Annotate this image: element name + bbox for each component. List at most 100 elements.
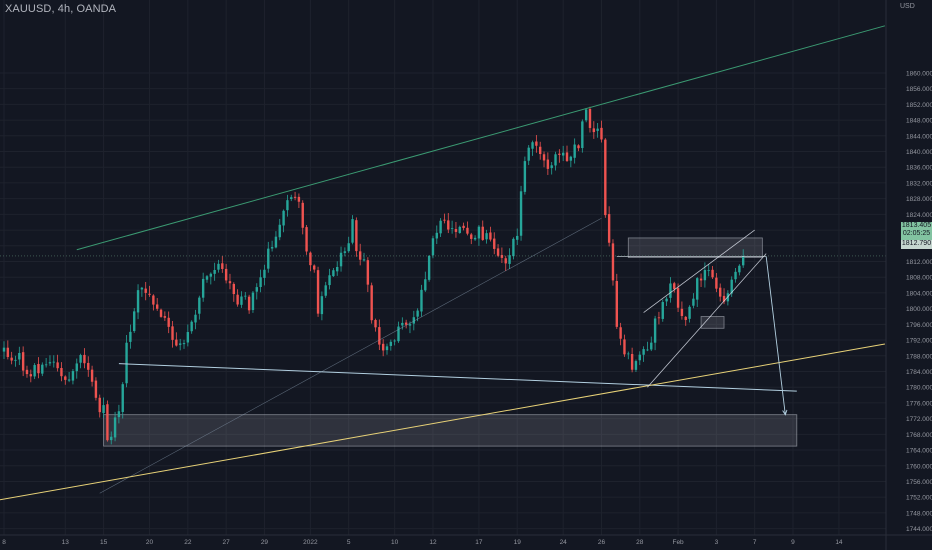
last-price-value: 1813.405 bbox=[901, 222, 932, 229]
long-support bbox=[0, 343, 885, 501]
candle-body bbox=[255, 287, 258, 292]
candle bbox=[577, 144, 580, 152]
candle-body bbox=[267, 248, 270, 269]
candle bbox=[228, 273, 232, 290]
candle-body bbox=[542, 154, 546, 161]
mid-channel bbox=[99, 218, 602, 494]
candle-body bbox=[117, 411, 121, 418]
price-tick-label: 1744.000 bbox=[906, 526, 932, 533]
candle bbox=[424, 271, 427, 292]
price-tick-label: 1756.000 bbox=[906, 479, 932, 486]
candle bbox=[366, 257, 370, 293]
candle-body bbox=[71, 371, 75, 381]
candle-body bbox=[313, 265, 316, 270]
candle bbox=[25, 365, 29, 378]
candle bbox=[592, 121, 596, 139]
candle bbox=[113, 411, 117, 442]
candle bbox=[332, 267, 335, 277]
candle-body bbox=[90, 369, 94, 382]
candle-body bbox=[228, 281, 232, 284]
candle bbox=[573, 138, 576, 164]
drawings[interactable] bbox=[0, 25, 886, 501]
candle bbox=[221, 256, 224, 273]
candle bbox=[293, 191, 297, 201]
time-tick-label: 2022 bbox=[303, 539, 318, 546]
candle bbox=[711, 265, 714, 280]
candle bbox=[535, 135, 538, 153]
candle bbox=[167, 311, 170, 334]
candle-body bbox=[531, 142, 534, 149]
price-tick-label: 1780.000 bbox=[906, 385, 932, 392]
candle-body bbox=[79, 355, 82, 363]
candle bbox=[665, 296, 668, 307]
candle bbox=[680, 301, 684, 320]
candle-body bbox=[106, 404, 109, 441]
candle-body bbox=[477, 226, 481, 239]
candle bbox=[676, 283, 680, 313]
candle bbox=[447, 213, 450, 234]
candle-body bbox=[328, 275, 331, 286]
rising-wedge-line-2 bbox=[647, 253, 767, 388]
candle bbox=[450, 220, 454, 234]
price-tick-label: 1812.000 bbox=[906, 259, 932, 266]
candle-body bbox=[447, 220, 450, 230]
candle-body bbox=[236, 294, 239, 305]
candle-body bbox=[293, 196, 297, 198]
time-tick-label: 3 bbox=[715, 539, 719, 546]
candle bbox=[144, 281, 147, 301]
candle-body bbox=[427, 255, 431, 280]
candle-body bbox=[420, 289, 423, 312]
candle bbox=[87, 356, 90, 377]
candle bbox=[129, 324, 132, 349]
projection-arrow bbox=[765, 256, 786, 415]
candle bbox=[738, 264, 741, 276]
candle bbox=[18, 346, 21, 366]
candle bbox=[56, 354, 59, 372]
candle-body bbox=[358, 251, 362, 260]
candle-body bbox=[64, 376, 67, 380]
candle bbox=[351, 215, 354, 245]
candle-body bbox=[351, 219, 354, 243]
candle bbox=[385, 343, 389, 355]
candle bbox=[581, 119, 584, 153]
candle-body bbox=[366, 260, 370, 285]
time-tick-label: 8 bbox=[2, 539, 6, 546]
candle-body bbox=[412, 317, 416, 324]
time-tick-label: 29 bbox=[261, 539, 269, 546]
price-tick-label: 1784.000 bbox=[906, 369, 932, 376]
candle-body bbox=[401, 322, 404, 326]
candle bbox=[290, 194, 293, 202]
candle bbox=[328, 268, 331, 290]
candle-body bbox=[573, 144, 576, 158]
candle bbox=[661, 299, 664, 322]
price-tick-label: 1832.000 bbox=[906, 180, 932, 187]
candle bbox=[431, 235, 435, 259]
candle bbox=[121, 382, 124, 419]
candle-body bbox=[416, 310, 419, 317]
candle bbox=[362, 252, 366, 262]
candle bbox=[607, 206, 611, 247]
candle bbox=[393, 339, 396, 346]
candle-body bbox=[519, 191, 523, 236]
candle-body bbox=[493, 238, 496, 249]
candle bbox=[508, 248, 511, 269]
candle-body bbox=[673, 283, 676, 289]
candle-body bbox=[56, 362, 59, 369]
candle-body bbox=[596, 128, 599, 131]
candle-body bbox=[201, 278, 205, 298]
candle bbox=[274, 231, 278, 249]
candle bbox=[64, 375, 67, 385]
candle bbox=[244, 291, 247, 300]
candle-body bbox=[274, 236, 278, 248]
candle-body bbox=[144, 288, 147, 293]
time-tick-label: 22 bbox=[184, 539, 192, 546]
currency-label: USD bbox=[900, 3, 915, 10]
price-tick-label: 1856.000 bbox=[906, 86, 932, 93]
symbol-title[interactable]: XAUUSD, 4h, OANDA bbox=[5, 3, 117, 15]
candle-body bbox=[408, 324, 412, 326]
candle bbox=[14, 355, 17, 367]
time-tick-label: 5 bbox=[347, 539, 351, 546]
candle-body bbox=[715, 277, 718, 289]
